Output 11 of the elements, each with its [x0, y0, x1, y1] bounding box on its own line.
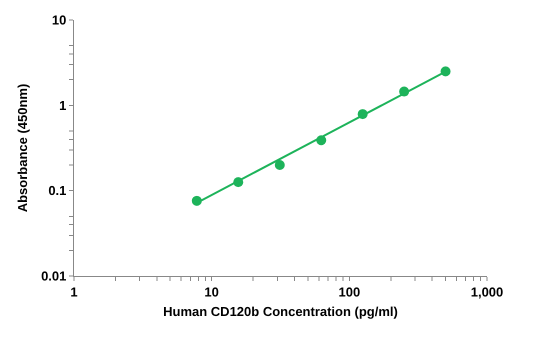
y-tick-label: 0.1 [48, 183, 66, 198]
x-tick-label: 10 [204, 284, 219, 300]
x-tick-label: 1,000 [470, 284, 504, 300]
y-tick-label: 1 [59, 98, 66, 113]
x-tick-label: 1 [70, 284, 78, 300]
y-axis-title: Absorbance (450nm) [15, 84, 30, 212]
y-tick-label: 0.01 [41, 268, 66, 284]
y-tick-label: 10 [52, 12, 66, 28]
x-axis-title: Human CD120b Concentration (pg/ml) [163, 304, 398, 320]
point [274, 160, 285, 170]
x-tick-label: 100 [338, 284, 360, 300]
